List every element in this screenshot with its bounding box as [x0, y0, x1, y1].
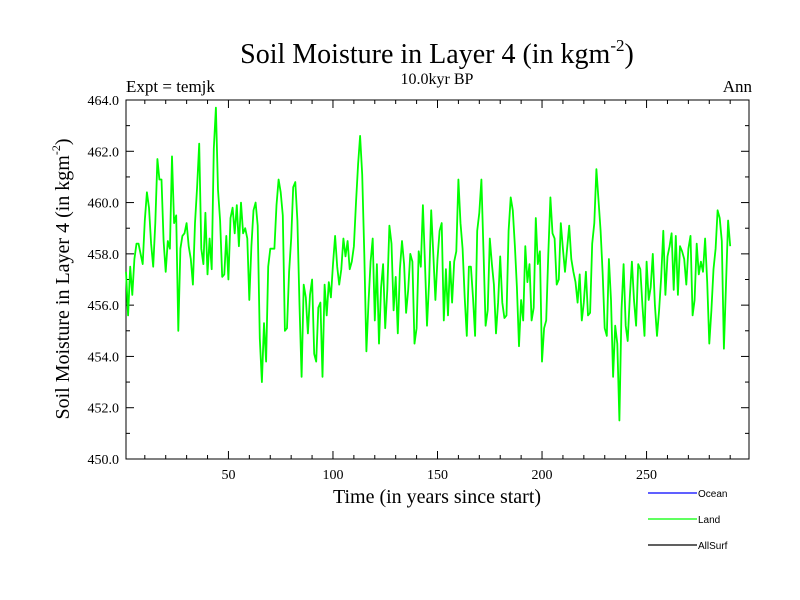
y-axis-label-text: Soil Moisture in Layer 4 (in kgm	[52, 155, 74, 420]
series-line-land	[125, 106, 732, 422]
y-tick-label: 450.0	[88, 453, 120, 468]
chart-title-superscript: -2	[610, 36, 624, 55]
y-axis-label-superscript: -2	[49, 145, 63, 155]
y-tick-label: 452.0	[88, 402, 120, 417]
x-tick-label: 250	[636, 468, 657, 483]
chart-title-text: Soil Moisture in Layer 4 (in kgm	[240, 39, 610, 70]
legend: Ocean Land AllSurf	[648, 489, 728, 552]
legend-label-allsurf: AllSurf	[698, 541, 728, 552]
legend-label-ocean: Ocean	[698, 489, 727, 500]
y-axis: 450.0 452.0 454.0 456.0 458.0 460.0 462.0 464.0	[88, 94, 749, 468]
y-axis-label-end: )	[52, 138, 74, 145]
y-tick-label: 464.0	[88, 94, 120, 109]
x-axis-label: Time (in years since start)	[333, 486, 541, 508]
y-tick-label: 454.0	[88, 350, 120, 365]
x-tick-label: 200	[532, 468, 553, 483]
y-tick-label: 456.0	[88, 299, 120, 314]
x-tick-label: 50	[221, 468, 235, 483]
chart-title: Soil Moisture in Layer 4 (in kgm-2)	[240, 36, 634, 70]
plot-frame	[125, 99, 750, 460]
experiment-label: Expt = temjk	[126, 77, 215, 96]
y-tick-label: 458.0	[88, 248, 120, 263]
y-tick-label: 460.0	[88, 197, 120, 212]
x-tick-label: 150	[427, 468, 448, 483]
x-axis: 50 100 150 200 250	[144, 100, 731, 483]
y-tick-label: 462.0	[88, 145, 120, 160]
x-tick-label: 100	[322, 468, 343, 483]
chart-title-end: )	[625, 39, 634, 70]
chart-subtitle: 10.0kyr BP	[401, 71, 474, 88]
series-layer	[125, 106, 732, 422]
season-label: Ann	[723, 77, 753, 96]
legend-label-land: Land	[698, 515, 720, 526]
y-axis-label: Soil Moisture in Layer 4 (in kgm-2)	[49, 138, 74, 419]
